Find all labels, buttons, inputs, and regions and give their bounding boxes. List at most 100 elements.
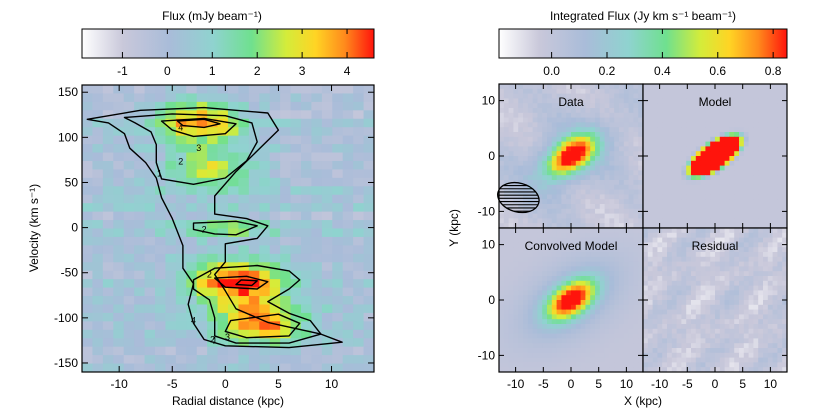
map-cell bbox=[590, 237, 596, 243]
map-cell bbox=[763, 314, 769, 320]
map-cell bbox=[767, 343, 774, 349]
map-cell bbox=[686, 285, 692, 291]
map-cell bbox=[518, 88, 524, 95]
map-cell bbox=[734, 213, 740, 219]
map-cell bbox=[532, 84, 538, 90]
map-cell bbox=[604, 333, 610, 339]
map-cell bbox=[614, 151, 620, 157]
map-cell bbox=[633, 218, 639, 224]
map-cell bbox=[662, 309, 668, 315]
pv-cell bbox=[82, 169, 94, 179]
map-cell bbox=[772, 93, 778, 99]
map-cell bbox=[623, 127, 630, 133]
pv-cell bbox=[363, 236, 374, 246]
map-cell bbox=[782, 146, 787, 152]
pv-cell bbox=[102, 152, 114, 162]
map-cell bbox=[623, 271, 630, 277]
map-cell bbox=[647, 127, 654, 133]
map-cell bbox=[590, 199, 596, 205]
map-cell bbox=[643, 228, 649, 234]
map-cell bbox=[518, 256, 524, 263]
map-cell bbox=[643, 362, 649, 368]
map-cell bbox=[609, 242, 615, 248]
map-cell bbox=[772, 165, 778, 171]
map-cell bbox=[739, 122, 745, 128]
pv-cell bbox=[144, 101, 156, 111]
pv-cell bbox=[196, 186, 208, 196]
map-cell bbox=[561, 309, 567, 315]
map-cell bbox=[676, 319, 682, 325]
map-cell bbox=[676, 160, 682, 167]
map-cell bbox=[623, 165, 630, 171]
map-cell bbox=[633, 156, 639, 162]
map-cell bbox=[499, 218, 505, 224]
map-cell bbox=[758, 112, 764, 119]
map-cell bbox=[748, 232, 754, 239]
pv-cell bbox=[196, 338, 208, 348]
map-cell bbox=[743, 136, 750, 143]
map-cell bbox=[513, 357, 519, 363]
pv-cell bbox=[301, 118, 313, 128]
map-cell bbox=[700, 285, 706, 291]
map-cell bbox=[710, 295, 716, 301]
map-cell bbox=[566, 285, 572, 291]
map-cell bbox=[782, 117, 787, 123]
map-cell bbox=[556, 146, 562, 152]
map-cell bbox=[700, 242, 706, 248]
map-cell bbox=[566, 343, 572, 349]
map-cell bbox=[763, 199, 769, 205]
map-cell bbox=[695, 141, 702, 147]
map-cell bbox=[561, 146, 567, 152]
map-cell bbox=[585, 352, 591, 359]
map-cell bbox=[542, 175, 548, 181]
map-cell bbox=[590, 112, 596, 119]
map-cell bbox=[719, 290, 726, 296]
map-cell bbox=[767, 93, 774, 99]
map-cell bbox=[753, 141, 759, 147]
map-cell bbox=[551, 151, 558, 157]
map-cell bbox=[590, 271, 596, 277]
map-cell bbox=[763, 252, 769, 258]
map-cell bbox=[715, 300, 721, 306]
map-cell bbox=[571, 84, 577, 90]
map-cell bbox=[508, 141, 514, 147]
map-cell bbox=[715, 141, 721, 147]
pv-cell bbox=[144, 312, 156, 322]
pv-cell bbox=[332, 270, 344, 280]
map-cell bbox=[628, 223, 634, 228]
map-cell bbox=[609, 362, 615, 368]
map-cell bbox=[628, 103, 634, 109]
map-cell bbox=[523, 328, 529, 335]
map-cell bbox=[609, 280, 615, 287]
pv-cell bbox=[363, 194, 374, 204]
map-cell bbox=[739, 367, 745, 372]
map-cell bbox=[681, 324, 687, 330]
map-cell bbox=[734, 362, 740, 368]
pv-cell bbox=[175, 312, 187, 322]
pv-cell bbox=[155, 312, 167, 322]
map-cell bbox=[662, 184, 668, 191]
map-cell bbox=[753, 127, 759, 133]
map-cell bbox=[633, 204, 639, 210]
map-cell bbox=[623, 295, 630, 301]
pv-x-tick-label: 5 bbox=[275, 377, 282, 391]
map-cell bbox=[556, 328, 562, 335]
pv-cell bbox=[342, 270, 354, 280]
map-cell bbox=[585, 261, 591, 267]
map-cell bbox=[508, 184, 514, 191]
map-cell bbox=[503, 314, 510, 320]
pv-cell bbox=[92, 287, 104, 297]
map-cell bbox=[566, 184, 572, 191]
map-cell bbox=[691, 208, 697, 215]
map-cell bbox=[503, 93, 510, 99]
map-cell bbox=[580, 208, 586, 215]
pv-cell bbox=[113, 228, 125, 238]
map-cell bbox=[556, 295, 562, 301]
pv-cell bbox=[186, 169, 198, 179]
map-cell bbox=[667, 338, 673, 344]
pv-cell bbox=[113, 338, 125, 348]
map-cell bbox=[753, 266, 759, 272]
map-cell bbox=[532, 208, 538, 215]
map-cell bbox=[599, 223, 606, 228]
map-cell bbox=[513, 280, 519, 287]
